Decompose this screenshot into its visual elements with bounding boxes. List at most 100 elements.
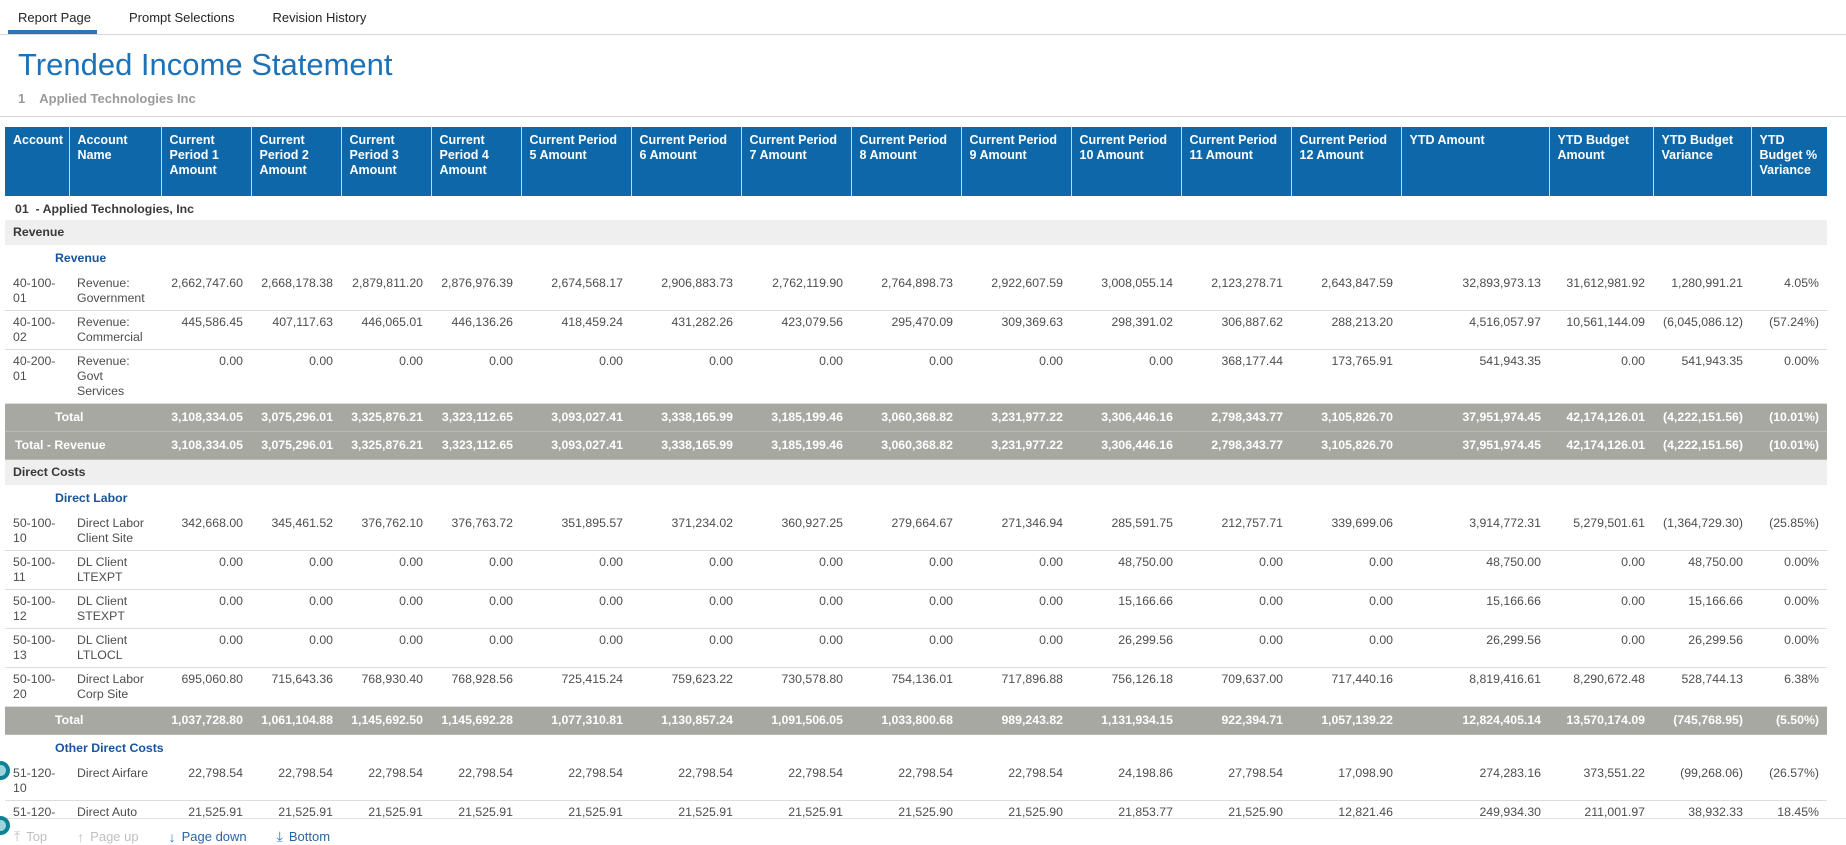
total-amount-cell: 3,093,027.41	[521, 403, 631, 432]
total-amount-cell: (10.01%)	[1751, 431, 1827, 460]
total-amount-cell: 3,306,446.16	[1071, 431, 1181, 460]
subtitle-index: 1	[18, 91, 26, 106]
amount-cell: 26,299.56	[1653, 628, 1751, 668]
amount-cell: 2,643,847.59	[1291, 272, 1401, 311]
amount-cell: 0.00	[161, 550, 251, 590]
tab-prompt-selections[interactable]: Prompt Selections	[129, 9, 235, 25]
amount-cell: 0.00	[631, 349, 741, 404]
amount-cell: 10,561,144.09	[1549, 310, 1653, 350]
annotation-badge[interactable]	[0, 816, 10, 835]
tab-revision-history[interactable]: Revision History	[272, 9, 367, 25]
amount-cell: (25.85%)	[1751, 512, 1827, 551]
top-icon: ⤒	[14, 828, 21, 844]
tab-report-page[interactable]: Report Page	[8, 0, 97, 34]
amount-cell: 274,283.16	[1401, 762, 1549, 801]
total-amount-cell: 3,325,876.21	[341, 403, 431, 432]
amount-cell: 48,750.00	[1401, 550, 1549, 590]
account-data-row: 50-100-11 DL Client LTEXPT 0.00 0.00 0.00 0.0…	[5, 550, 1827, 590]
annotation-badge[interactable]	[0, 761, 10, 780]
section-header-row: Direct Costs	[5, 459, 1827, 485]
pager-bar: ⤒ Top ↑ Page up ↓ Page down ⤓ Bottom	[0, 818, 1846, 845]
amount-cell: 0.00	[1549, 628, 1653, 668]
total-amount-cell: 1,037,728.80	[161, 706, 251, 735]
amount-cell: 0.00%	[1751, 589, 1827, 629]
amount-cell: 0.00	[431, 628, 521, 668]
amount-cell: 2,674,568.17	[521, 272, 631, 311]
account-name-cell: Revenue: Govt Services	[69, 349, 161, 404]
account-data-row: 50-100-10 Direct Labor Client Site 342,668…	[5, 512, 1827, 551]
amount-cell: 0.00	[1181, 628, 1291, 668]
total-amount-cell: 3,323,112.65	[431, 431, 521, 460]
total-amount-cell: 3,231,977.22	[961, 431, 1071, 460]
amount-cell: 754,136.01	[851, 667, 961, 707]
section-header-row: Revenue	[5, 245, 1827, 272]
section-label: Other Direct Costs	[55, 741, 164, 755]
amount-cell: 0.00	[251, 628, 341, 668]
pager-page-down-link[interactable]: ↓ Page down	[169, 828, 247, 845]
amount-cell: 0.00	[161, 589, 251, 629]
amount-cell: 0.00	[1291, 550, 1401, 590]
total-amount-cell: 3,105,826.70	[1291, 403, 1401, 432]
column-header-5: Current Period 3 Amount	[340, 127, 431, 196]
trended-income-statement-table: Account Account Name Current Period 1 Amou…	[5, 127, 1827, 840]
column-header-2: Account Name	[68, 127, 161, 196]
section-label: Revenue	[55, 251, 107, 265]
amount-cell: 0.00	[251, 589, 341, 629]
tab-bar: Report Page Prompt Selections Revision H…	[0, 0, 1846, 35]
amount-cell: (99,268.06)	[1653, 762, 1751, 801]
amount-cell: 212,757.71	[1181, 512, 1291, 551]
account-name-cell: Direct Airfare	[69, 762, 161, 801]
page-title: Trended Income Statement	[18, 47, 393, 82]
amount-cell: 0.00	[1549, 349, 1653, 404]
account-name-cell: Revenue: Government	[69, 272, 161, 311]
amount-cell: 0.00	[251, 550, 341, 590]
total-amount-cell: 12,824,405.14	[1401, 706, 1549, 735]
amount-cell: 0.00	[741, 589, 851, 629]
amount-cell: 22,798.54	[341, 762, 431, 801]
pager-bottom-link[interactable]: ⤓ Bottom	[277, 828, 330, 845]
amount-cell: 24,198.86	[1071, 762, 1181, 801]
amount-cell: 0.00	[1549, 550, 1653, 590]
account-code-cell: 50-100-11	[5, 550, 69, 590]
amount-cell: 0.00	[631, 589, 741, 629]
bottom-icon: ⤓	[276, 828, 283, 844]
amount-cell: 715,643.36	[251, 667, 341, 707]
amount-cell: 717,896.88	[961, 667, 1071, 707]
account-name-cell: DL Client LTLOCL	[69, 628, 161, 668]
total-amount-cell: 2,798,343.77	[1181, 403, 1291, 432]
amount-cell: 22,798.54	[851, 762, 961, 801]
amount-cell: 22,798.54	[631, 762, 741, 801]
total-amount-cell: 3,323,112.65	[431, 403, 521, 432]
total-row: Total 1,037,728.80 1,061,104.88 1,145,692.5…	[5, 706, 1827, 735]
total-amount-cell: 1,130,857.24	[631, 706, 741, 735]
account-code-cell: 40-100-02	[5, 310, 69, 350]
amount-cell: 0.00	[341, 628, 431, 668]
total-amount-cell: (745,768.95)	[1653, 706, 1751, 735]
total-amount-cell: (10.01%)	[1751, 403, 1827, 432]
account-name-cell: DL Client STEXPT	[69, 589, 161, 629]
total-amount-cell: 3,306,446.16	[1071, 403, 1181, 432]
amount-cell: 48,750.00	[1071, 550, 1181, 590]
total-row: Total 3,108,334.05 3,075,296.01 3,325,876.2…	[5, 403, 1827, 432]
section-header-row: Revenue	[5, 220, 1827, 245]
amount-cell: 528,744.13	[1653, 667, 1751, 707]
account-data-row: 40-100-02 Revenue: Commercial 445,586.45 40…	[5, 310, 1827, 350]
amount-cell: 368,177.44	[1181, 349, 1291, 404]
amount-cell: (57.24%)	[1751, 310, 1827, 350]
report-table-wrapper: Account Account Name Current Period 1 Amou…	[5, 127, 1846, 840]
total-label-cell: Total	[5, 706, 161, 735]
page-subtitle: 1 Applied Technologies Inc	[0, 82, 1846, 116]
amount-cell: 541,943.35	[1653, 349, 1751, 404]
amount-cell: 0.00	[851, 589, 961, 629]
amount-cell: 0.00%	[1751, 628, 1827, 668]
total-amount-cell: 2,798,343.77	[1181, 431, 1291, 460]
total-amount-cell: 13,570,174.09	[1549, 706, 1653, 735]
amount-cell: 0.00	[1291, 628, 1401, 668]
amount-cell: 446,065.01	[341, 310, 431, 350]
section-header-row: Other Direct Costs	[5, 735, 1827, 763]
total-amount-cell: (5.50%)	[1751, 706, 1827, 735]
amount-cell: 0.00%	[1751, 550, 1827, 590]
amount-cell: 22,798.54	[431, 762, 521, 801]
amount-cell: 0.00	[631, 628, 741, 668]
amount-cell: 22,798.54	[741, 762, 851, 801]
